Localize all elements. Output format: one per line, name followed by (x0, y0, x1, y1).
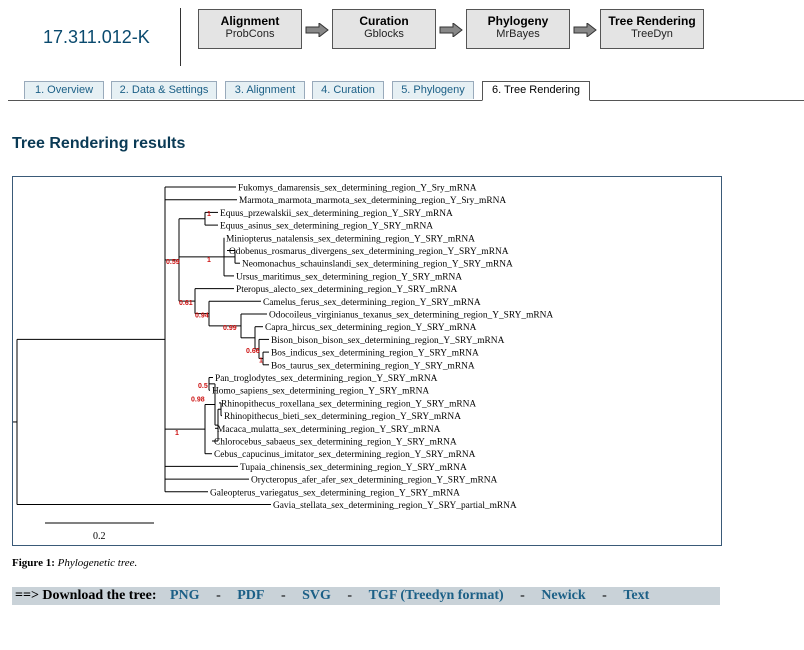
tree-leaf-label: Neomonachus_schauinslandi_sex_determinin… (242, 260, 513, 270)
job-id: 17.311.012-K (43, 27, 150, 47)
tree-support-value: 0.59 (166, 259, 180, 266)
download-png-link[interactable]: PNG (170, 588, 200, 603)
tree-leaf-label: Rhinopithecus_bieti_sex_determining_regi… (224, 412, 461, 422)
link-separator: - (216, 588, 221, 603)
tree-support-value: 0.94 (195, 313, 209, 320)
tree-leaf-label: Miniopterus_natalensis_sex_determining_r… (226, 234, 475, 244)
tree-leaf-label: Tupaia_chinensis_sex_determining_region_… (240, 463, 467, 473)
tree-leaf-label: Bos_taurus_sex_determining_region_Y_SRY_… (271, 361, 475, 371)
tree-support-value: 1 (207, 257, 211, 264)
tree-support-value: 0.61 (179, 300, 193, 307)
step-title: Curation (359, 14, 409, 28)
page-title: Tree Rendering results (12, 135, 186, 152)
tree-leaf-label: Rhinopithecus_roxellana_sex_determining_… (221, 399, 476, 409)
tree-leaf-label: Galeopterus_variegatus_sex_determining_r… (210, 488, 460, 498)
tree-leaf-label: Equus_przewalskii_sex_determining_region… (220, 209, 453, 219)
tab-data-settings[interactable]: 2. Data & Settings (111, 81, 217, 99)
step-title: Phylogeny (487, 14, 549, 28)
download-label: ==> Download the tree: (15, 588, 157, 603)
step-tool: Gblocks (364, 28, 404, 40)
tree-leaf-label: Bison_bison_bison_sex_determining_region… (271, 336, 505, 346)
step-tool: MrBayes (496, 28, 540, 40)
download-text-link[interactable]: Text (623, 588, 650, 603)
tree-leaf-label: Odobenus_rosmarus_divergens_sex_determin… (229, 247, 509, 257)
tree-support-value: 0.66 (246, 348, 260, 355)
figure-caption: Figure 1: Phylogenetic tree. (12, 557, 137, 569)
tree-leaf-label: Fukomys_damarensis_sex_determining_regio… (238, 184, 477, 194)
tree-leaf-label: Marmota_marmota_marmota_sex_determining_… (239, 196, 506, 206)
tab-alignment[interactable]: 3. Alignment (225, 81, 305, 99)
tree-leaf-label: Pteropus_alecto_sex_determining_region_Y… (236, 285, 458, 295)
tree-leaf-label: Odocoileus_virginianus_texanus_sex_deter… (269, 311, 553, 321)
tab-tree-rendering[interactable]: 6. Tree Rendering (482, 81, 590, 101)
step-title: Tree Rendering (608, 14, 696, 28)
tree-leaf-label: Pan_troglodytes_sex_determining_region_Y… (215, 374, 438, 384)
step-tool: TreeDyn (631, 28, 673, 40)
tree-leaf-label: Orycteropus_afer_afer_sex_determining_re… (251, 475, 498, 486)
tree-leaf-label: Macaca_mulatta_sex_determining_region_Y_… (217, 425, 441, 435)
download-tgf-link[interactable]: TGF (Treedyn format) (368, 588, 504, 603)
pipeline-step-phylogeny[interactable]: Phylogeny MrBayes (466, 9, 570, 49)
figure-caption-text: Phylogenetic tree. (57, 557, 138, 569)
tree-leaf-label: Capra_hircus_sex_determining_region_Y_SR… (265, 323, 477, 333)
tree-support-value: 0.5 (198, 383, 208, 390)
phylogenetic-tree: Fukomys_damarensis_sex_determining_regio… (13, 184, 553, 542)
tree-leaf-label: Chlorocebus_sabaeus_sex_determining_regi… (214, 438, 457, 448)
header-divider (180, 8, 181, 66)
tab-overview[interactable]: 1. Overview (24, 81, 104, 99)
tree-leaf-label: Homo_sapiens_sex_determining_region_Y_SR… (212, 387, 429, 397)
tree-support-value: 0.99 (223, 325, 237, 332)
download-pdf-link[interactable]: PDF (237, 588, 265, 603)
arrow-right-icon (439, 23, 463, 37)
figure-number: Figure 1: (12, 557, 55, 569)
step-tool: ProbCons (225, 28, 275, 40)
download-svg-link[interactable]: SVG (302, 588, 331, 603)
tree-support-value: 0.98 (191, 396, 205, 403)
tree-leaf-label: Gavia_stellata_sex_determining_region_Y_… (273, 501, 517, 511)
pipeline-step-alignment[interactable]: Alignment ProbCons (198, 9, 302, 49)
arrow-right-icon (305, 23, 329, 37)
download-bar: ==> Download the tree: PNG - PDF - SVG -… (12, 587, 720, 605)
pipeline-step-curation[interactable]: Curation Gblocks (332, 9, 436, 49)
tab-phylogeny[interactable]: 5. Phylogeny (392, 81, 474, 99)
pipeline-step-tree-rendering[interactable]: Tree Rendering TreeDyn (600, 9, 704, 49)
tab-curation[interactable]: 4. Curation (312, 81, 384, 99)
link-separator: - (602, 588, 607, 603)
tree-leaf-label: Cebus_capucinus_imitator_sex_determining… (214, 450, 476, 460)
link-separator: - (520, 588, 525, 603)
tree-leaf-label: Camelus_ferus_sex_determining_region_Y_S… (263, 297, 481, 308)
tree-scale-label: 0.2 (93, 531, 106, 542)
arrow-right-icon (573, 23, 597, 37)
link-separator: - (280, 588, 286, 603)
link-separator: - (347, 588, 353, 603)
tree-leaf-label: Ursus_maritimus_sex_determining_region_Y… (236, 272, 462, 282)
tree-figure: Fukomys_damarensis_sex_determining_regio… (12, 176, 722, 546)
tree-leaf-label: Equus_asinus_sex_determining_region_Y_SR… (220, 222, 433, 232)
download-newick-link[interactable]: Newick (541, 588, 586, 603)
tree-leaf-label: Bos_indicus_sex_determining_region_Y_SRY… (271, 349, 479, 359)
step-title: Alignment (220, 14, 280, 28)
tab-baseline (8, 100, 804, 101)
tree-support-value: 1 (207, 211, 211, 218)
tree-support-value: 1 (259, 357, 263, 364)
tree-support-value: 1 (175, 430, 179, 437)
